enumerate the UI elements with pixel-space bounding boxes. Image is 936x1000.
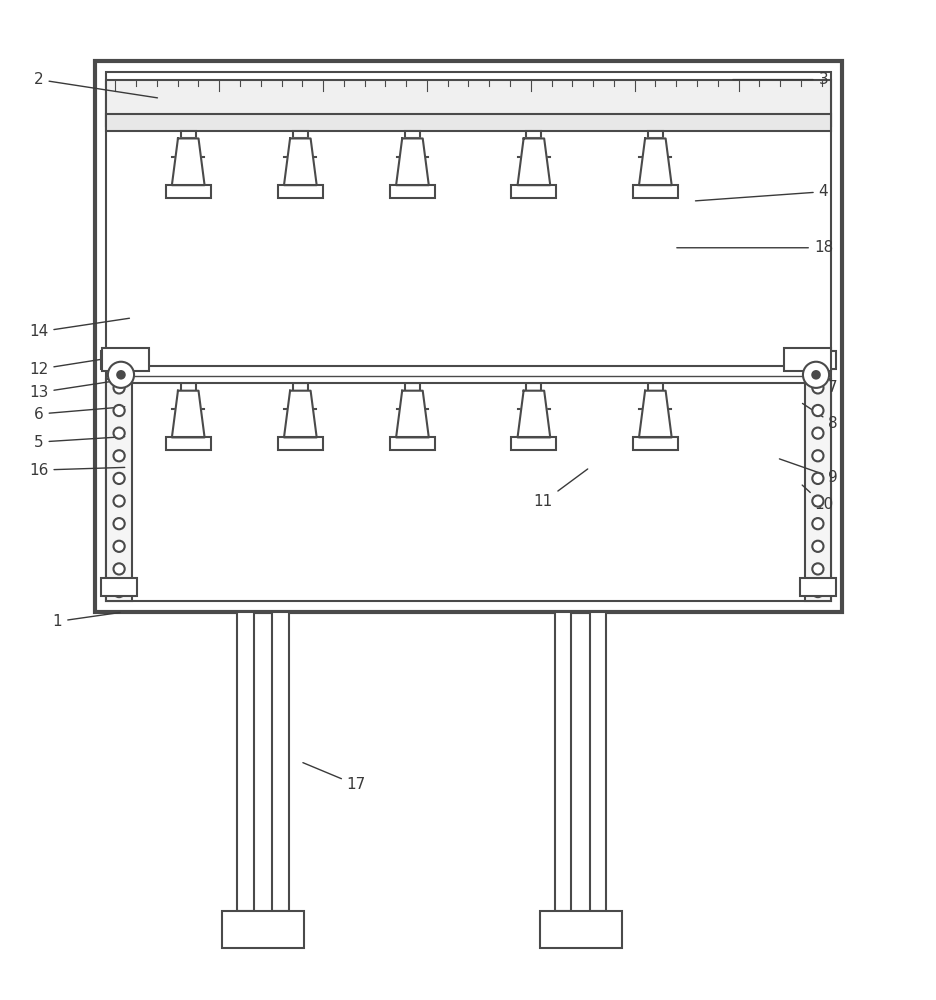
Bar	[590, 612, 606, 911]
Polygon shape	[284, 391, 316, 437]
Bar	[181, 383, 196, 391]
Polygon shape	[638, 138, 671, 185]
Circle shape	[113, 563, 124, 575]
Polygon shape	[171, 138, 204, 185]
Circle shape	[113, 428, 124, 439]
Bar	[278, 185, 322, 198]
Text: 6: 6	[34, 407, 124, 422]
Circle shape	[812, 473, 823, 484]
Text: 5: 5	[34, 435, 124, 450]
Polygon shape	[171, 391, 204, 437]
Text: 13: 13	[29, 381, 115, 400]
Text: 3: 3	[732, 72, 827, 87]
Polygon shape	[396, 138, 429, 185]
Bar	[101, 578, 137, 596]
Circle shape	[812, 541, 823, 552]
Bar	[632, 185, 677, 198]
Bar	[389, 437, 434, 450]
Circle shape	[802, 362, 828, 388]
Text: 10: 10	[801, 485, 832, 512]
Bar	[106, 80, 830, 126]
Bar	[166, 437, 211, 450]
Bar	[129, 366, 807, 383]
Text: 17: 17	[302, 763, 366, 792]
Circle shape	[812, 518, 823, 529]
Bar	[95, 61, 841, 612]
Bar	[293, 131, 308, 138]
Text: 18: 18	[676, 240, 832, 255]
Text: 12: 12	[29, 356, 124, 377]
Bar	[404, 383, 419, 391]
Bar	[278, 437, 322, 450]
Circle shape	[113, 518, 124, 529]
Bar	[404, 131, 419, 138]
Circle shape	[113, 541, 124, 552]
Circle shape	[117, 371, 124, 379]
Bar	[783, 348, 830, 371]
Bar	[101, 351, 137, 369]
Text: 14: 14	[29, 318, 129, 339]
Text: 9: 9	[779, 459, 837, 485]
Bar	[799, 351, 835, 369]
Bar	[166, 185, 211, 198]
Bar	[389, 185, 434, 198]
Text: 16: 16	[29, 463, 124, 478]
Bar	[222, 911, 304, 948]
Circle shape	[812, 428, 823, 439]
Bar	[511, 437, 556, 450]
Circle shape	[812, 495, 823, 507]
Circle shape	[812, 450, 823, 461]
Bar	[804, 379, 830, 601]
Circle shape	[812, 563, 823, 575]
Circle shape	[113, 473, 124, 484]
Bar	[293, 383, 308, 391]
Bar	[102, 348, 149, 371]
Bar	[272, 612, 288, 911]
Bar	[237, 612, 254, 911]
Bar	[539, 911, 622, 948]
Text: 11: 11	[533, 469, 587, 509]
Bar	[106, 379, 132, 601]
Text: 2: 2	[34, 72, 157, 98]
Circle shape	[812, 382, 823, 393]
Bar	[647, 131, 662, 138]
Bar	[554, 612, 571, 911]
Circle shape	[113, 586, 124, 597]
Text: 7: 7	[801, 357, 837, 395]
Circle shape	[113, 450, 124, 461]
Polygon shape	[396, 391, 429, 437]
Circle shape	[812, 405, 823, 416]
Bar	[106, 114, 830, 131]
Polygon shape	[517, 391, 549, 437]
Text: 4: 4	[695, 184, 827, 201]
Circle shape	[108, 362, 134, 388]
Bar	[181, 131, 196, 138]
Bar	[632, 437, 677, 450]
Polygon shape	[638, 391, 671, 437]
Circle shape	[812, 586, 823, 597]
Bar	[526, 383, 541, 391]
Text: 8: 8	[801, 403, 837, 431]
Circle shape	[113, 405, 124, 416]
Polygon shape	[284, 138, 316, 185]
Polygon shape	[517, 138, 549, 185]
Circle shape	[113, 382, 124, 393]
Circle shape	[113, 495, 124, 507]
Bar	[106, 72, 830, 601]
Bar	[511, 185, 556, 198]
Bar	[647, 383, 662, 391]
Text: 1: 1	[52, 612, 120, 629]
Bar	[799, 578, 835, 596]
Circle shape	[812, 371, 819, 379]
Bar	[526, 131, 541, 138]
